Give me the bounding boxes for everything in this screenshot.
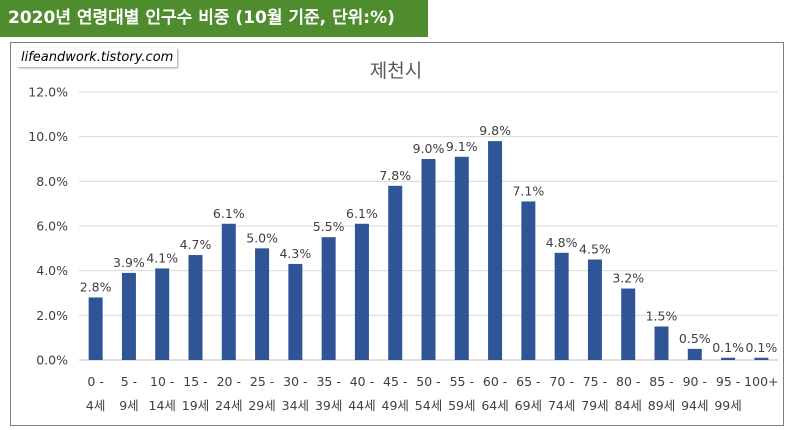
x-tick-label-line2: 19세 bbox=[182, 398, 209, 413]
x-tick-label-line2: 79세 bbox=[581, 398, 608, 413]
data-label: 6.1% bbox=[213, 206, 245, 221]
x-tick-label: 15 - bbox=[183, 374, 207, 389]
bar bbox=[721, 357, 736, 360]
data-label: 4.1% bbox=[146, 250, 178, 265]
bar bbox=[687, 348, 702, 360]
data-label: 6.1% bbox=[346, 206, 378, 221]
x-tick-label-line2: 59세 bbox=[448, 398, 475, 413]
bar bbox=[288, 263, 303, 360]
data-label: 9.0% bbox=[413, 141, 445, 156]
bar bbox=[421, 159, 436, 360]
bar bbox=[321, 237, 336, 360]
data-label: 7.1% bbox=[512, 183, 544, 198]
x-tick-label: 5 - bbox=[121, 374, 137, 389]
data-label: 9.1% bbox=[446, 139, 478, 154]
x-tick-label: 75 - bbox=[583, 374, 607, 389]
bars bbox=[88, 141, 769, 360]
x-tick-label: 55 - bbox=[450, 374, 474, 389]
data-label: 4.5% bbox=[579, 242, 611, 257]
watermark: lifeandwork.tistory.com bbox=[17, 48, 178, 67]
x-tick-label-line2: 9세 bbox=[119, 398, 138, 413]
x-tick-label: 20 - bbox=[217, 374, 241, 389]
x-tick-label: 0 - bbox=[87, 374, 103, 389]
bar bbox=[354, 223, 369, 360]
y-tick-label: 2.0% bbox=[36, 308, 68, 323]
data-label: 7.8% bbox=[379, 168, 411, 183]
bar bbox=[521, 201, 536, 360]
x-tick-label: 90 - bbox=[683, 374, 707, 389]
y-tick-label: 8.0% bbox=[36, 174, 68, 189]
bar bbox=[554, 252, 569, 360]
x-tick-label-line2: 74세 bbox=[548, 398, 575, 413]
bar bbox=[754, 357, 769, 360]
data-label: 3.9% bbox=[113, 255, 145, 270]
x-tick-label: 65 - bbox=[516, 374, 540, 389]
x-tick-label-line2: 4세 bbox=[86, 398, 105, 413]
bar bbox=[121, 272, 136, 360]
x-tick-label-line2: 29세 bbox=[248, 398, 275, 413]
bar bbox=[255, 248, 270, 360]
x-tick-label-line2: 49세 bbox=[382, 398, 409, 413]
x-tick-label: 85 - bbox=[649, 374, 673, 389]
data-label: 3.2% bbox=[612, 271, 644, 286]
x-tick-label: 80 - bbox=[616, 374, 640, 389]
bar bbox=[88, 297, 103, 360]
data-label: 5.5% bbox=[313, 219, 345, 234]
x-tick-label-line2: 44세 bbox=[348, 398, 375, 413]
x-tick-label: 60 - bbox=[483, 374, 507, 389]
x-tick-label-line2: 64세 bbox=[481, 398, 508, 413]
bar bbox=[221, 223, 236, 360]
bar bbox=[587, 259, 602, 360]
x-tick-label: 45 - bbox=[383, 374, 407, 389]
data-label: 4.3% bbox=[279, 246, 311, 261]
bar bbox=[621, 288, 636, 360]
x-tick-label-line2: 99세 bbox=[714, 398, 741, 413]
y-tick-label: 0.0% bbox=[36, 353, 68, 368]
bar bbox=[188, 255, 203, 360]
bar bbox=[155, 268, 170, 360]
data-label: 0.5% bbox=[679, 331, 711, 346]
y-tick-label: 6.0% bbox=[36, 219, 68, 234]
x-tick-label: 30 - bbox=[283, 374, 307, 389]
x-tick-label: 70 - bbox=[549, 374, 573, 389]
y-axis: 0.0% 2.0% 4.0% 6.0% 8.0% 10.0% 12.0% bbox=[28, 85, 68, 368]
chart-title: 제천시 bbox=[370, 60, 422, 82]
x-tick-label: 25 - bbox=[250, 374, 274, 389]
x-tick-label-line2: 84세 bbox=[615, 398, 642, 413]
x-tick-label-line2: 14세 bbox=[149, 398, 176, 413]
bar bbox=[454, 156, 469, 360]
header-title: 2020년 연령대별 인구수 비중 (10월 기준, 단위:%) bbox=[0, 0, 428, 37]
y-tick-label: 12.0% bbox=[28, 85, 68, 100]
data-label: 1.5% bbox=[646, 309, 678, 324]
x-tick-label-line2: 24세 bbox=[215, 398, 242, 413]
y-tick-label: 4.0% bbox=[36, 263, 68, 278]
x-tick-label: 95 - bbox=[716, 374, 740, 389]
x-tick-label-line2: 69세 bbox=[515, 398, 542, 413]
data-label: 4.8% bbox=[546, 235, 578, 250]
x-tick-label: 100+ bbox=[744, 374, 778, 389]
x-tick-label-line2: 54세 bbox=[415, 398, 442, 413]
data-label: 0.1% bbox=[712, 340, 744, 355]
bar bbox=[654, 326, 669, 360]
x-tick-label: 35 - bbox=[316, 374, 340, 389]
x-tick-label-line2: 34세 bbox=[282, 398, 309, 413]
x-axis: 0 - 4세 5 - 9세 10 - 14세 15 - 19세 20 - 24세 25 - 29세 30… bbox=[86, 374, 779, 413]
y-tick-label: 10.0% bbox=[28, 129, 68, 144]
data-label: 2.8% bbox=[80, 279, 112, 294]
data-label: 9.8% bbox=[479, 123, 511, 138]
data-labels: 2.8%3.9% 4.1%4.7%6.1%5.0%4.3%5.5%6.1%7.8%… bbox=[80, 123, 778, 355]
data-label: 5.0% bbox=[246, 230, 278, 245]
x-tick-label-line2: 39세 bbox=[315, 398, 342, 413]
data-label: 0.1% bbox=[745, 340, 777, 355]
x-tick-label: 40 - bbox=[350, 374, 374, 389]
bar bbox=[488, 141, 503, 360]
bar bbox=[388, 185, 403, 360]
x-tick-label: 50 - bbox=[416, 374, 440, 389]
x-tick-label: 10 - bbox=[150, 374, 174, 389]
x-tick-label-line2: 94세 bbox=[681, 398, 708, 413]
data-label: 4.7% bbox=[180, 237, 212, 252]
x-tick-label-line2: 89세 bbox=[648, 398, 675, 413]
